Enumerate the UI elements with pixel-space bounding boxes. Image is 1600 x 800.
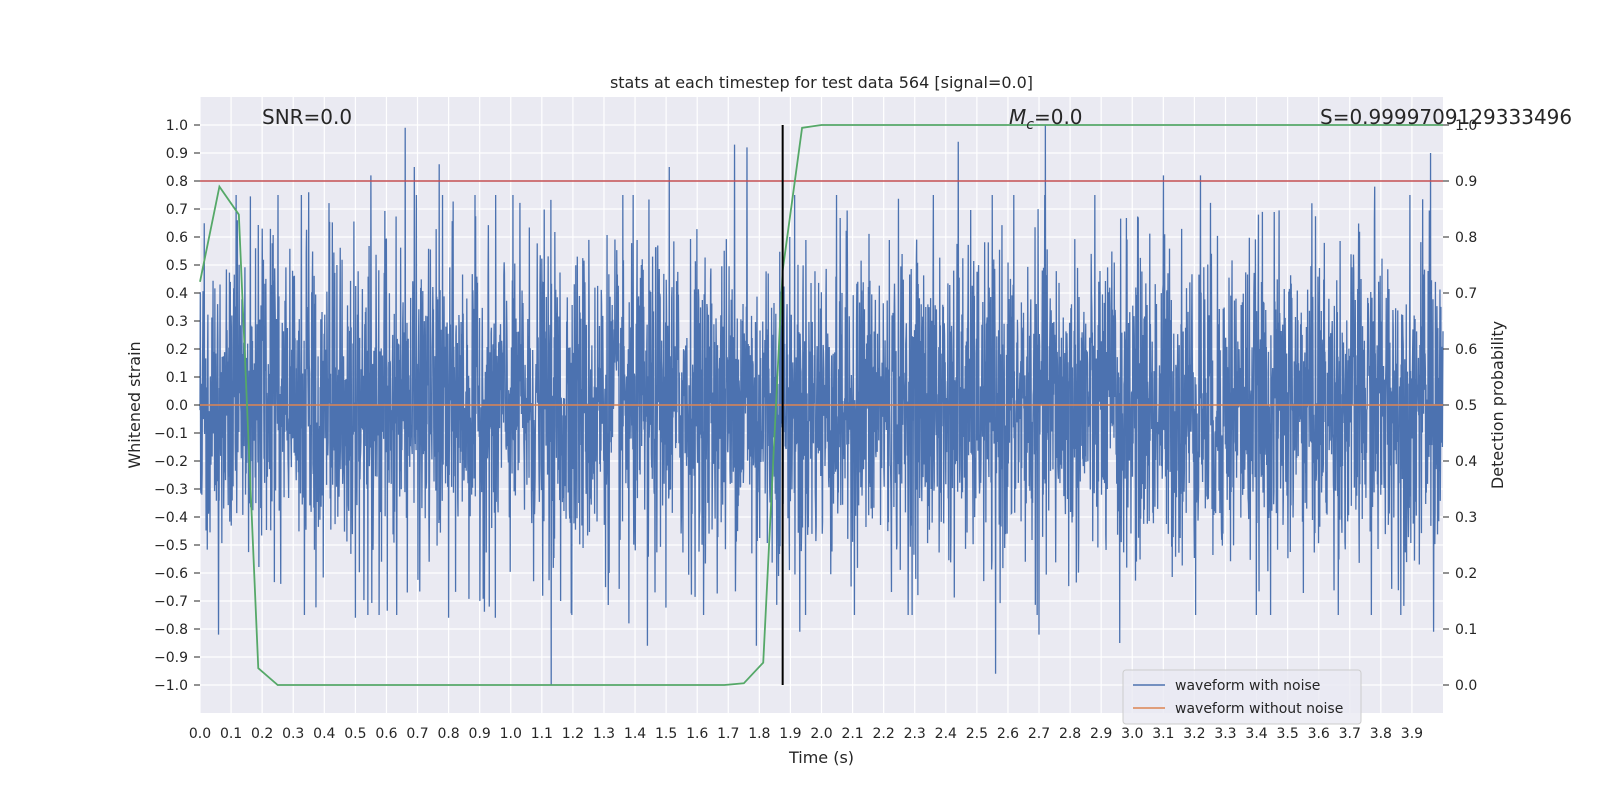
x-tick-label: 0.3 bbox=[282, 726, 304, 742]
y-right-tick-label: 0.0 bbox=[1455, 678, 1477, 694]
x-tick-label: 1.4 bbox=[624, 726, 646, 742]
x-tick-label: 1.0 bbox=[500, 726, 522, 742]
x-tick-label: 2.4 bbox=[935, 726, 957, 742]
axes: 0.0 0.1 0.2 0.3 0.4 0.5 0.6 0.7 0.8 0.9 1.0 1.1 1.2 1… bbox=[154, 118, 1477, 742]
x-tick-label: 1.7 bbox=[717, 726, 739, 742]
x-tick-label: 3.3 bbox=[1214, 726, 1236, 742]
snr-annotation: SNR=0.0 bbox=[262, 105, 352, 129]
y-tick-label: −0.1 bbox=[154, 426, 188, 442]
y-tick-label: −0.8 bbox=[154, 622, 188, 638]
y-tick-label: −0.7 bbox=[154, 594, 188, 610]
x-tick-label: 1.2 bbox=[562, 726, 584, 742]
series-detection-probability bbox=[199, 124, 1443, 686]
x-tick-label: 0.4 bbox=[313, 726, 335, 742]
y-right-tick-label: 0.7 bbox=[1455, 286, 1477, 302]
x-tick-label: 2.2 bbox=[873, 726, 895, 742]
y-right-tick-label: 0.3 bbox=[1455, 510, 1477, 526]
y-tick-label: 0.9 bbox=[166, 146, 188, 162]
legend-label: waveform without noise bbox=[1175, 701, 1343, 717]
y-tick-label: 1.0 bbox=[166, 118, 188, 134]
y-tick-label: −0.2 bbox=[154, 454, 188, 470]
y-right-tick-label: 1.0 bbox=[1455, 118, 1477, 134]
y-right-tick-label: 0.4 bbox=[1455, 454, 1477, 470]
x-tick-label: 0.8 bbox=[437, 726, 459, 742]
y-tick-label: −0.6 bbox=[154, 566, 188, 582]
x-tick-label: 0.1 bbox=[220, 726, 242, 742]
legend: waveform with noise waveform without nois… bbox=[1122, 669, 1362, 725]
x-tick-label: 2.9 bbox=[1090, 726, 1112, 742]
y-right-tick-label: 0.1 bbox=[1455, 622, 1477, 638]
x-tick-label: 1.9 bbox=[779, 726, 801, 742]
y-tick-label: 0.4 bbox=[166, 286, 188, 302]
y-right-tick-label: 0.8 bbox=[1455, 230, 1477, 246]
y-tick-label: 0.5 bbox=[166, 258, 188, 274]
x-tick-label: 2.6 bbox=[997, 726, 1019, 742]
x-tick-label: 2.5 bbox=[966, 726, 988, 742]
x-tick-label: 2.7 bbox=[1028, 726, 1050, 742]
x-tick-label: 1.6 bbox=[686, 726, 708, 742]
x-tick-label: 1.8 bbox=[748, 726, 770, 742]
y-tick-label: 0.6 bbox=[166, 230, 188, 246]
x-tick-label: 3.0 bbox=[1121, 726, 1143, 742]
x-tick-label: 2.8 bbox=[1059, 726, 1081, 742]
score-annotation: S=0.9999709129333496 bbox=[1320, 105, 1572, 129]
x-tick-label: 1.1 bbox=[531, 726, 553, 742]
legend-label: waveform with noise bbox=[1175, 678, 1320, 694]
x-tick-label: 3.1 bbox=[1152, 726, 1174, 742]
y-tick-label: −0.5 bbox=[154, 538, 188, 554]
y-tick-label: −0.3 bbox=[154, 482, 188, 498]
y-tick-label: 0.0 bbox=[166, 398, 188, 414]
chirp-mass-subscript: c bbox=[1026, 117, 1034, 133]
legend-box bbox=[1122, 669, 1362, 725]
y-axis-label-right: Detection probability bbox=[1488, 321, 1507, 489]
plot-series bbox=[199, 124, 1444, 686]
x-tick-label: 3.4 bbox=[1245, 726, 1267, 742]
y-right-tick-label: 0.5 bbox=[1455, 398, 1477, 414]
y-tick-label: 0.2 bbox=[166, 342, 188, 358]
x-tick-label: 0.5 bbox=[344, 726, 366, 742]
y-tick-label: −0.4 bbox=[154, 510, 188, 526]
y-right-tick-label: 0.2 bbox=[1455, 566, 1477, 582]
x-tick-label: 0.9 bbox=[469, 726, 491, 742]
chirp-mass-symbol: M bbox=[1009, 105, 1026, 129]
x-axis-label: Time (s) bbox=[788, 748, 854, 767]
x-tick-label: 0.6 bbox=[375, 726, 397, 742]
chirp-mass-annotation: Mc=0.0 bbox=[1009, 105, 1083, 133]
y-right-tick-label: 0.9 bbox=[1455, 174, 1477, 190]
x-tick-label: 2.0 bbox=[810, 726, 832, 742]
x-tick-label: 3.7 bbox=[1339, 726, 1361, 742]
y-axis-label: Whitened strain bbox=[125, 341, 144, 468]
x-tick-label: 3.6 bbox=[1308, 726, 1330, 742]
y-tick-label: 0.8 bbox=[166, 174, 188, 190]
x-tick-label: 3.8 bbox=[1370, 726, 1392, 742]
y-tick-label: 0.1 bbox=[166, 370, 188, 386]
chirp-mass-value: =0.0 bbox=[1034, 105, 1083, 129]
y-tick-label: −0.9 bbox=[154, 650, 188, 666]
x-tick-label: 0.2 bbox=[251, 726, 273, 742]
y-right-tick-label: 0.6 bbox=[1455, 342, 1477, 358]
chart-title: stats at each timestep for test data 564… bbox=[610, 73, 1033, 92]
x-tick-label: 1.5 bbox=[655, 726, 677, 742]
x-tick-label: 1.3 bbox=[593, 726, 615, 742]
x-tick-label: 2.3 bbox=[904, 726, 926, 742]
y-tick-label: 0.7 bbox=[166, 202, 188, 218]
x-tick-label: 3.9 bbox=[1401, 726, 1423, 742]
x-tick-label: 0.7 bbox=[406, 726, 428, 742]
x-tick-label: 3.5 bbox=[1276, 726, 1298, 742]
series-waveform-with-noise bbox=[199, 124, 1444, 686]
y-tick-label: 0.3 bbox=[166, 314, 188, 330]
y-tick-label: −1.0 bbox=[154, 678, 188, 694]
x-tick-label: 3.2 bbox=[1183, 726, 1205, 742]
x-tick-label: 0.0 bbox=[189, 726, 211, 742]
x-tick-label: 2.1 bbox=[841, 726, 863, 742]
